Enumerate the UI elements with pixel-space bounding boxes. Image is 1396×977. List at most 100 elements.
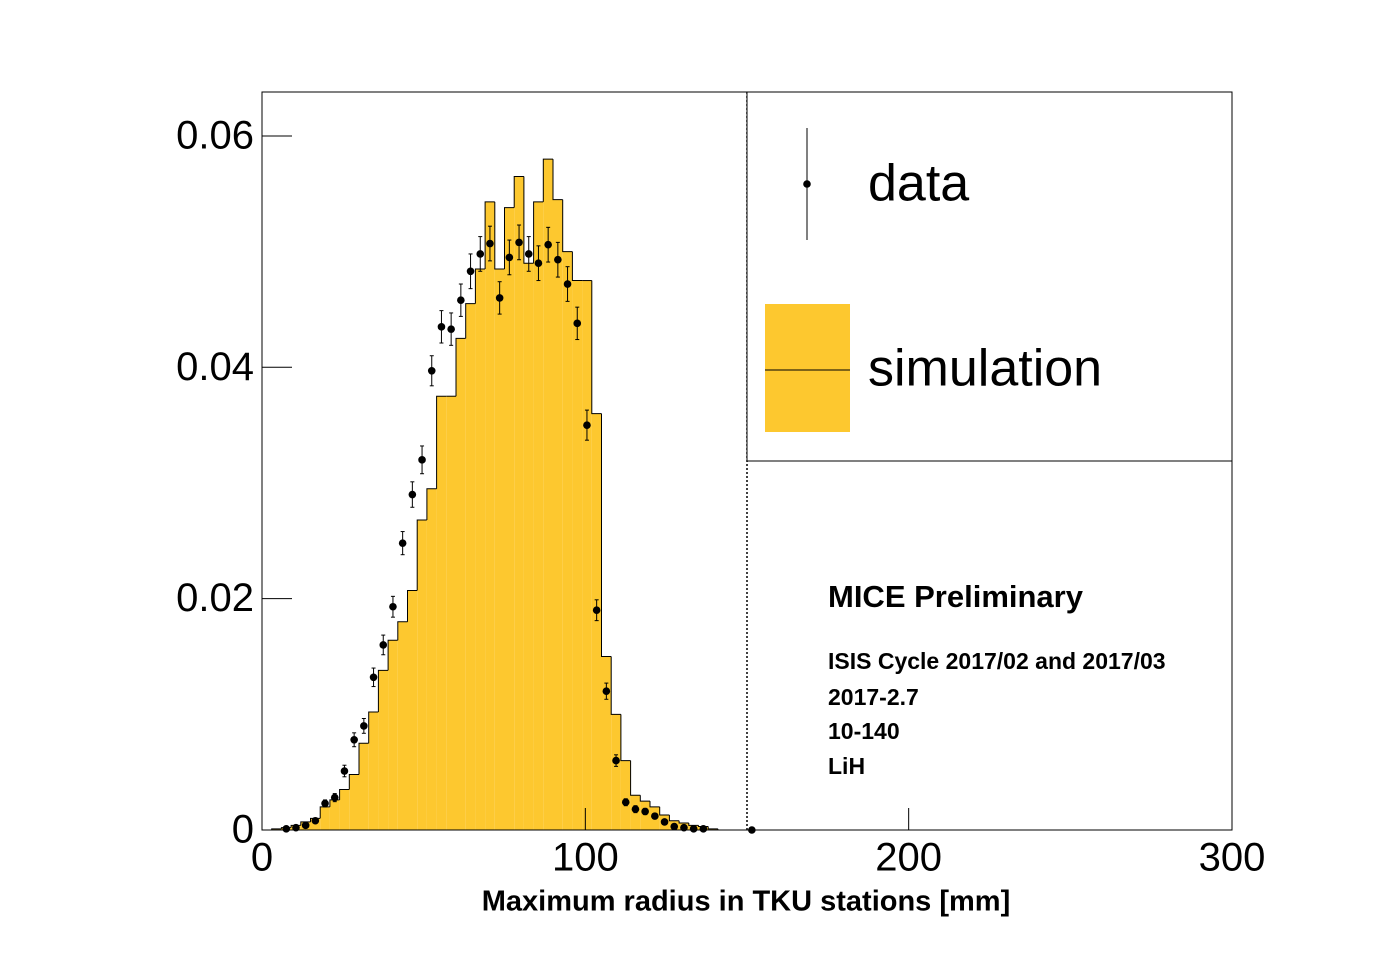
hist-bar (329, 799, 340, 830)
hist-bar (523, 263, 534, 830)
hist-bar (407, 590, 418, 830)
hist-bar (339, 789, 350, 830)
hist-step (668, 814, 680, 822)
hist-bar (494, 268, 505, 830)
hist-step (630, 760, 641, 796)
data-point (524, 250, 533, 258)
hist-step (659, 806, 670, 816)
data-point (340, 767, 349, 775)
data-point (689, 825, 698, 833)
y-tick-label: 0.04 (176, 345, 254, 389)
data-point (670, 822, 679, 831)
hist-bar (553, 199, 563, 831)
hist-bar (378, 670, 389, 830)
hist-bar (388, 640, 398, 830)
data-point (418, 456, 426, 464)
hist-step (591, 280, 602, 415)
hist-step (707, 826, 718, 830)
hist-step (639, 795, 650, 802)
data-point (466, 267, 475, 276)
hist-step (377, 669, 389, 713)
hist-step (465, 303, 476, 339)
hist-step (474, 268, 486, 304)
hist-step (339, 789, 350, 800)
annotation: ISIS Cycle 2017/02 and 2017/03 (828, 648, 1166, 674)
annotation: 10-140 (828, 718, 900, 744)
legend-swatch (765, 304, 850, 432)
hist-bar (562, 251, 573, 830)
x-tick-label: 200 (875, 836, 942, 880)
hist-bar (320, 806, 330, 830)
data-point (592, 606, 601, 615)
hist-bar (572, 280, 583, 830)
data-point (505, 253, 514, 262)
data-point (612, 756, 620, 765)
hist-step (513, 175, 524, 208)
data-point (651, 812, 659, 820)
hist-step (416, 519, 427, 591)
hist-step (571, 251, 583, 282)
hist-bar (475, 268, 486, 830)
data-point (660, 818, 669, 826)
x-tick-label: 100 (552, 836, 619, 880)
data-point (602, 687, 611, 695)
data-point (476, 250, 485, 258)
x-tick-label: 0 (251, 836, 273, 880)
hist-bar (591, 413, 602, 830)
data-point (389, 602, 397, 611)
data-point (321, 799, 329, 808)
hist-step (504, 207, 515, 269)
annotation: MICE Preliminary (828, 579, 1084, 614)
legend-label: data (868, 155, 969, 213)
hist-step (387, 639, 398, 671)
data-point (437, 323, 446, 331)
data-point (350, 735, 358, 744)
hist-step (678, 820, 689, 824)
data-point (398, 539, 407, 547)
data-point (554, 255, 562, 264)
hist-step (407, 590, 418, 622)
hist-bar (446, 396, 456, 830)
hist-step (610, 656, 621, 715)
data-point (447, 325, 455, 333)
data-point (457, 296, 465, 305)
hist-step (688, 823, 699, 826)
hist-step (494, 201, 505, 270)
data-point (515, 238, 523, 247)
data-point (408, 490, 417, 499)
hist-bar (620, 760, 631, 830)
hist-bar (640, 801, 650, 830)
hist-step (552, 159, 563, 201)
hist-bar (426, 488, 437, 830)
hist-step (455, 337, 466, 397)
hist-step (348, 773, 359, 790)
hist-step (533, 201, 544, 264)
hist-step (436, 395, 447, 489)
x-tick-label: 300 (1199, 836, 1266, 880)
hist-bar (601, 656, 612, 830)
hist-bar (465, 303, 476, 831)
data-point (583, 421, 591, 429)
hist-bar (708, 828, 718, 830)
data-point (699, 825, 708, 833)
hist-bar (359, 743, 369, 830)
hist-bar (368, 712, 379, 830)
y-tick-label: 0.06 (176, 114, 254, 158)
hist-step (523, 176, 534, 264)
hist-bar (349, 774, 359, 830)
data-point (282, 825, 291, 833)
x-axis-title: Maximum radius in TKU stations [mm] (482, 886, 1011, 918)
hist-bar (485, 201, 495, 831)
legend-marker (803, 180, 811, 188)
data-point (330, 793, 339, 802)
hist-bar (436, 396, 447, 830)
hist-bar (533, 201, 544, 831)
data-point (379, 641, 388, 649)
hist-bar (504, 207, 515, 831)
hist-bar (456, 338, 466, 830)
data-point (427, 366, 436, 375)
data-point (301, 821, 310, 830)
hist-bar (271, 828, 282, 830)
hist-step (368, 711, 379, 744)
